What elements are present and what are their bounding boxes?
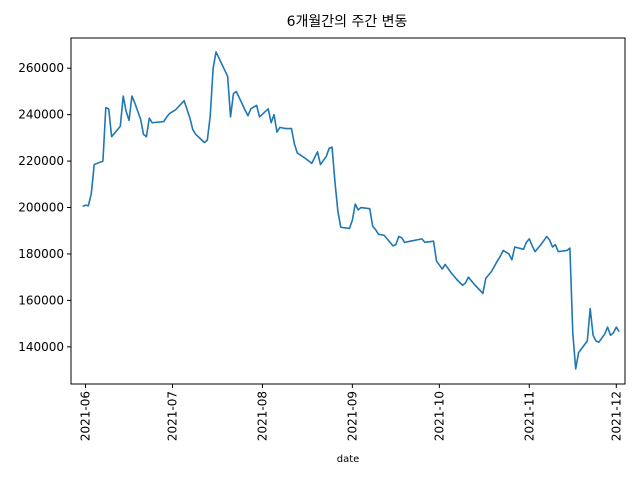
chart-title: 6개월간의 주간 변동 [287, 14, 408, 30]
x-tick-label: 2021-10 [432, 391, 446, 441]
x-tick-label: 2021-11 [522, 391, 536, 441]
y-tick-label: 200000 [18, 201, 64, 215]
x-tick-label: 2021-08 [255, 391, 269, 441]
x-tick-label: 2021-09 [345, 391, 359, 441]
y-tick-label: 260000 [18, 61, 64, 75]
y-axis: 140000 160000 180000 200000 220000 240000 2600… [18, 61, 71, 354]
plot-area [82, 51, 620, 370]
x-tick-label: 2021-06 [79, 391, 93, 441]
y-tick-label: 180000 [18, 247, 64, 261]
x-tick-label: 2021-12 [609, 391, 623, 441]
y-tick-label: 160000 [18, 293, 64, 307]
x-tick-label: 2021-07 [166, 391, 180, 441]
axes-frame [70, 37, 626, 385]
x-axis-title: date [337, 454, 360, 465]
x-axis: 2021-06 2021-07 2021-08 2021-09 2021-10 2021-… [79, 384, 623, 441]
y-tick-label: 240000 [18, 108, 64, 122]
y-tick-label: 140000 [18, 340, 64, 354]
y-tick-label: 220000 [18, 154, 64, 168]
series-line-0 [82, 51, 620, 370]
